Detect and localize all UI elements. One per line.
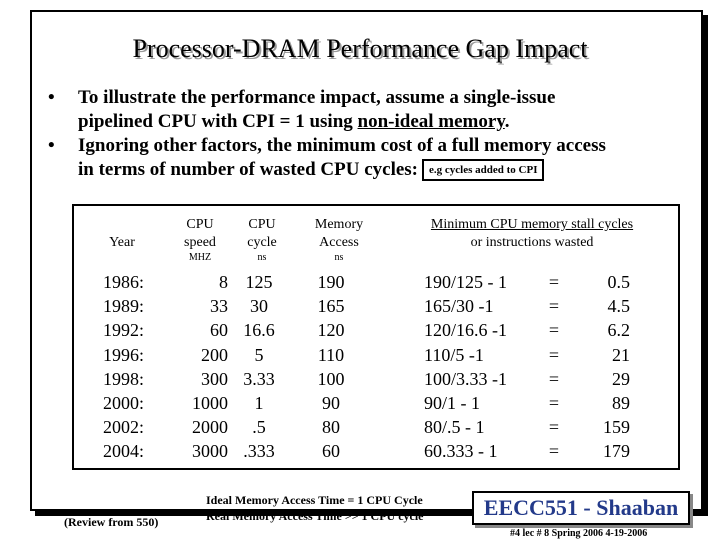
year-cell: 2000: [102,393,144,414]
memory-access-cell: 190 [317,272,345,292]
year-cell: 1989: [102,296,144,317]
equals-sign: = [548,272,560,292]
year-cell: 1998: [102,368,144,389]
cpu-cycle-cell: 30 [250,296,268,317]
year-cell: 1992: [102,320,144,341]
header-stall-cycles: Minimum CPU memory stall cycles or instr… [430,217,634,250]
equals-sign: = [548,320,560,341]
equals-sign: = [548,368,560,389]
result-cell: 4.5 [607,296,631,317]
column-cpu-speed: 8 33 60 200 300 1000 2000 3000 [154,270,228,464]
formula-cell: 120/16.6 -1 [424,320,507,341]
memory-access-cell: 60 [322,441,340,462]
header-memory-access-unit: ns [334,252,344,263]
bullet-1: • To illustrate the performance impact, … [48,86,688,134]
slide-title: Processor-DRAM Performance Gap Impact [132,34,588,63]
memory-access-cell: 80 [322,417,340,438]
memory-access-cell: 90 [322,393,340,414]
result-cell: 0.5 [607,272,631,292]
memory-access-cell: 100 [317,368,345,389]
formula-cell: 165/30 -1 [424,296,494,317]
result-cell: 6.2 [607,320,631,341]
bullet-2-line-1: Ignoring other factors, the minimum cost… [78,135,606,156]
year-cell: 1996: [102,344,144,365]
header-cpu-cycle-unit: ns [257,252,267,263]
year-cell: 2002: [102,417,144,438]
column-memory-access: 190 165 120 110 100 90 80 60 [296,270,366,464]
result-cell: 29 [612,368,630,389]
year-cell: 2004: [102,441,144,462]
result-cell: 21 [612,344,630,365]
cpu-cycle-cell: 3.33 [243,368,275,389]
equals-sign: = [548,417,560,438]
formula-cell: 60.333 - 1 [424,441,498,462]
cpu-cycle-cell: 1 [254,393,264,414]
column-years: 1986: 1989: 1992: 1996: 1998: 2000: 2002: 2004: [84,270,144,464]
formula-cell: 100/3.33 -1 [424,368,507,389]
equals-sign: = [548,393,560,414]
equals-sign: = [548,296,560,317]
header-cpu-speed: CPU speed [184,217,216,250]
year-cell: 1986: [102,272,144,292]
header-cpu-cycle: CPU cycle [247,217,277,250]
cpi-note-box: e.g cycles added to CPI [422,159,545,181]
formula-cell: 90/1 - 1 [424,393,480,414]
cpu-speed-cell: 2000 [192,417,228,438]
header-memory-access: Memory Access [314,217,364,250]
cpu-speed-cell: 8 [219,272,228,292]
equals-sign: = [548,441,560,462]
memory-access-cell: 120 [317,320,345,341]
formula-cell: 80/.5 - 1 [424,417,485,438]
bullet-1-line-2: pipelined CPU with CPI = 1 using non-ide… [78,111,510,132]
result-cell: 159 [603,417,630,438]
column-formulas: 190/125 - 1 165/30 -1 120/16.6 -1 110/5 -1 1… [424,270,544,464]
cpu-speed-cell: 200 [201,344,228,365]
bullet-1-line-1: To illustrate the performance impact, as… [78,87,556,108]
slide-info: #4 lec # 8 Spring 2006 4-19-2006 [510,528,648,539]
bullet-2: • Ignoring other factors, the minimum co… [48,134,688,182]
column-equals: = = = = = = = = [542,270,566,464]
formula-cell: 190/125 - 1 [424,272,507,292]
cpu-cycle-cell: 5 [254,344,264,365]
column-results: 0.5 4.5 6.2 21 29 89 159 179 [564,270,630,464]
memory-access-cell: 110 [317,344,345,365]
column-cpu-cycle: 125 30 16.6 5 3.33 1 .5 .333 [224,270,294,464]
review-note: (Review from 550) [64,515,159,529]
cpu-speed-cell: 33 [210,296,228,317]
cpu-cycle-cell: .5 [252,417,266,438]
cpu-cycle-cell: 125 [245,272,273,292]
ideal-memory-note: Ideal Memory Access Time = 1 CPU Cycle R… [206,493,424,523]
bullet-2-line-2: in terms of number of wasted CPU cycles:… [78,158,688,182]
result-cell: 89 [612,393,630,414]
cpu-speed-cell: 300 [201,368,228,389]
memory-access-cell: 165 [317,296,345,317]
cpu-speed-cell: 60 [210,320,228,341]
equals-sign: = [548,344,560,365]
course-badge: EECC551 - Shaaban [472,491,690,525]
formula-cell: 110/5 -1 [424,344,484,365]
header-cpu-speed-unit: MHZ [188,252,212,263]
result-cell: 179 [603,441,630,462]
performance-table: Year CPU speed MHZ CPU cycle ns Memory A… [72,204,680,470]
underlined-term: non-ideal memory [357,111,505,132]
bullet-dot-icon: • [48,87,55,108]
bullet-list: • To illustrate the performance impact, … [48,86,688,182]
bullet-dot-icon: • [48,135,55,156]
cpu-cycle-cell: 16.6 [243,320,275,341]
cpu-speed-cell: 1000 [192,393,228,414]
cpu-cycle-cell: .333 [243,441,275,462]
header-year: Year [109,235,135,250]
cpu-speed-cell: 3000 [192,441,228,462]
